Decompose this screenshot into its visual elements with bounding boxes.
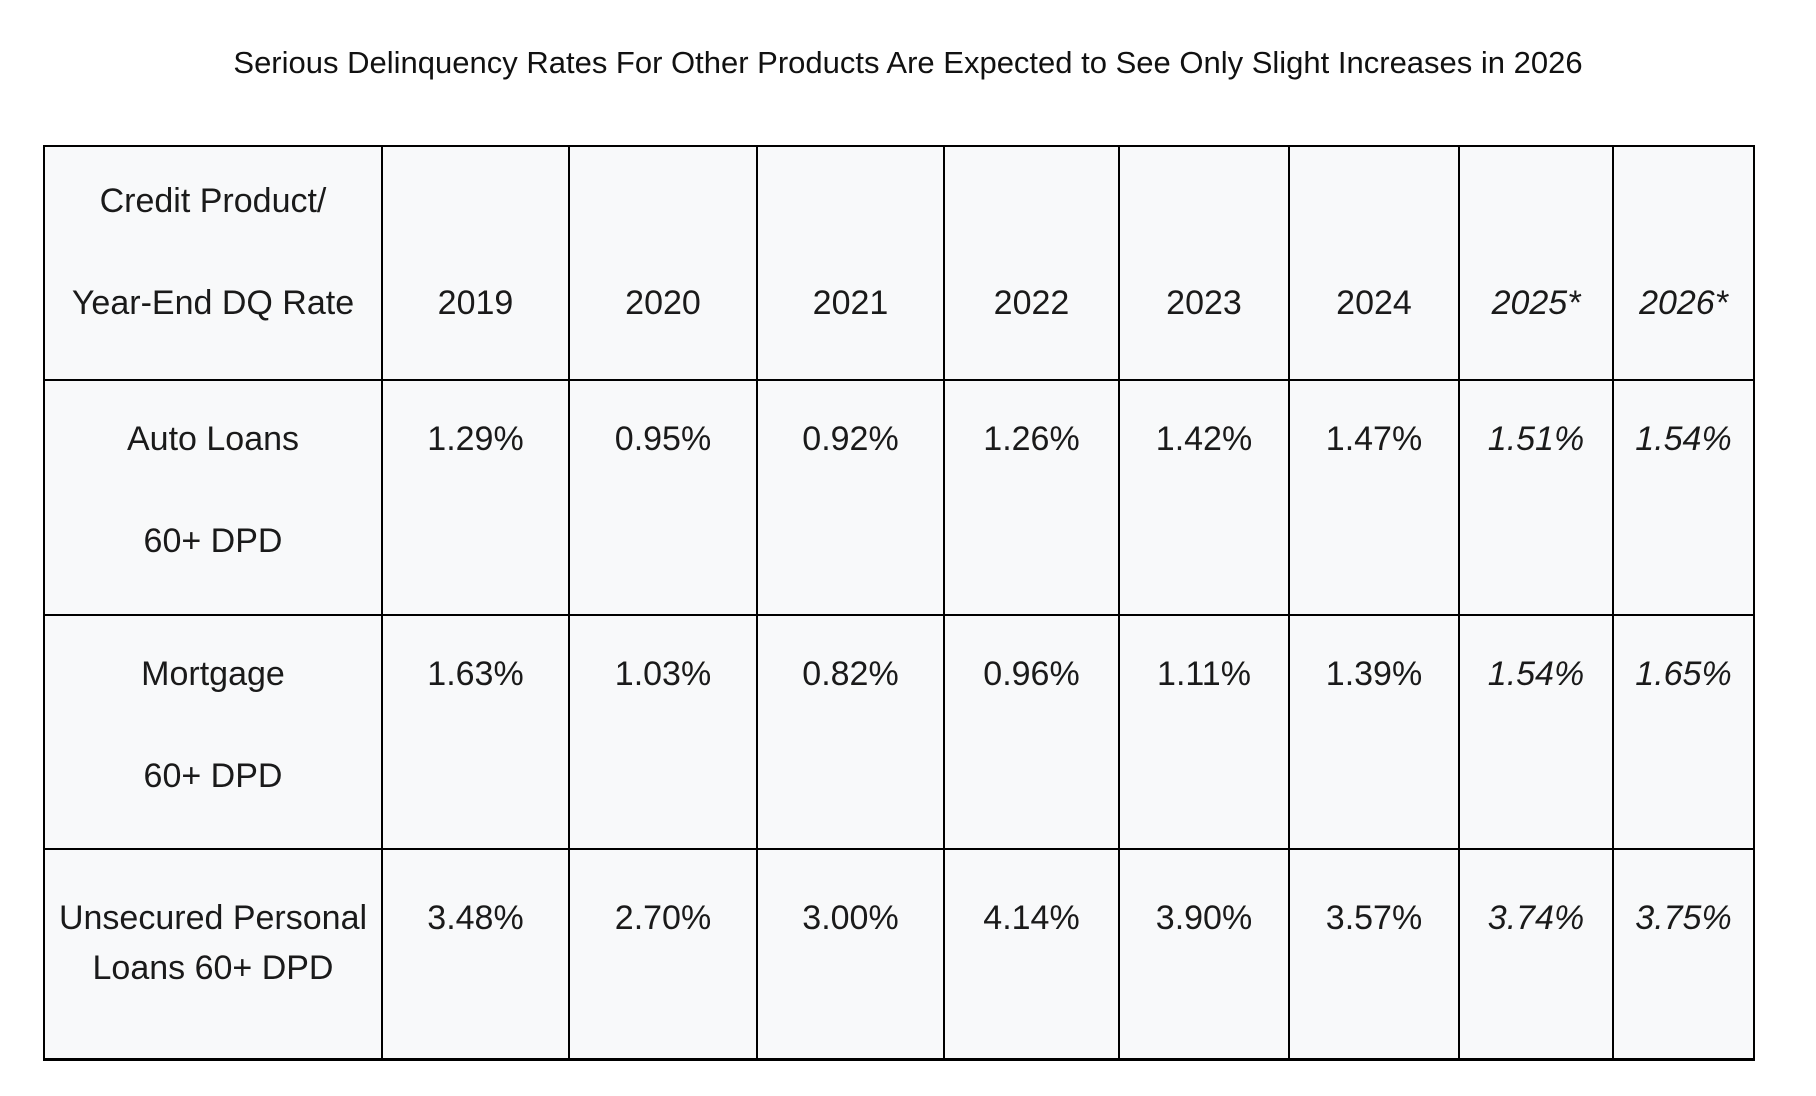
cell-mortgage-2020: 1.03% <box>568 614 758 850</box>
header-year-2023: 2023 <box>1118 145 1290 381</box>
cell-mortgage-2026-forecast: 1.65% <box>1612 614 1755 850</box>
cell-upl-2024: 3.57% <box>1288 848 1460 1061</box>
cell-mortgage-2025-forecast: 1.54% <box>1458 614 1614 850</box>
header-year-2020: 2020 <box>568 145 758 381</box>
cell-upl-2023: 3.90% <box>1118 848 1290 1061</box>
row-label-line-1: Auto Loans <box>126 420 300 458</box>
header-year-2026-forecast: 2026* <box>1612 145 1755 381</box>
cell-upl-2026-forecast: 3.75% <box>1612 848 1755 1061</box>
header-year-2024: 2024 <box>1288 145 1460 381</box>
header-year-2021: 2021 <box>756 145 945 381</box>
cell-auto-2019: 1.29% <box>381 379 570 616</box>
cell-auto-2021: 0.92% <box>756 379 945 616</box>
cell-upl-2021: 3.00% <box>756 848 945 1061</box>
chart-title: Serious Delinquency Rates For Other Prod… <box>233 45 1583 80</box>
row-label-mortgage: Mortgage 60+ DPD <box>43 614 383 850</box>
row-label-line-1: Unsecured Personal Loans 60+ DPD <box>58 899 368 987</box>
cell-mortgage-2024: 1.39% <box>1288 614 1460 850</box>
corner-line-1: Credit Product/ <box>99 182 327 220</box>
row-auto-loans: Auto Loans 60+ DPD 1.29% 0.95% 0.92% 1.2… <box>43 379 1755 616</box>
row-label-line-1: Mortgage <box>141 655 285 693</box>
cell-auto-2023: 1.42% <box>1118 379 1290 616</box>
cell-upl-2025-forecast: 3.74% <box>1458 848 1614 1061</box>
cell-mortgage-2022: 0.96% <box>943 614 1120 850</box>
cell-auto-2022: 1.26% <box>943 379 1120 616</box>
cell-mortgage-2021: 0.82% <box>756 614 945 850</box>
corner-line-2: Year-End DQ Rate <box>71 284 355 322</box>
header-corner-cell: Credit Product/ Year-End DQ Rate <box>43 145 383 381</box>
cell-mortgage-2023: 1.11% <box>1118 614 1290 850</box>
cell-auto-2026-forecast: 1.54% <box>1612 379 1755 616</box>
cell-upl-2020: 2.70% <box>568 848 758 1061</box>
row-mortgage: Mortgage 60+ DPD 1.63% 1.03% 0.82% 0.96%… <box>43 614 1755 850</box>
row-label-auto-loans: Auto Loans 60+ DPD <box>43 379 383 616</box>
header-year-2025-forecast: 2025* <box>1458 145 1614 381</box>
cell-mortgage-2019: 1.63% <box>381 614 570 850</box>
cell-auto-2020: 0.95% <box>568 379 758 616</box>
header-row: Credit Product/ Year-End DQ Rate 2019 20… <box>43 145 1755 381</box>
row-label-line-2: 60+ DPD <box>143 522 283 560</box>
row-label-unsecured-personal-loans: Unsecured Personal Loans 60+ DPD <box>43 848 383 1061</box>
cell-upl-2019: 3.48% <box>381 848 570 1061</box>
row-label-line-2: 60+ DPD <box>143 757 283 795</box>
cell-auto-2025-forecast: 1.51% <box>1458 379 1614 616</box>
cell-upl-2022: 4.14% <box>943 848 1120 1061</box>
cell-auto-2024: 1.47% <box>1288 379 1460 616</box>
header-year-2019: 2019 <box>381 145 570 381</box>
row-unsecured-personal-loans: Unsecured Personal Loans 60+ DPD 3.48% 2… <box>43 848 1755 1061</box>
delinquency-rates-table: Credit Product/ Year-End DQ Rate 2019 20… <box>43 145 1755 1061</box>
header-year-2022: 2022 <box>943 145 1120 381</box>
